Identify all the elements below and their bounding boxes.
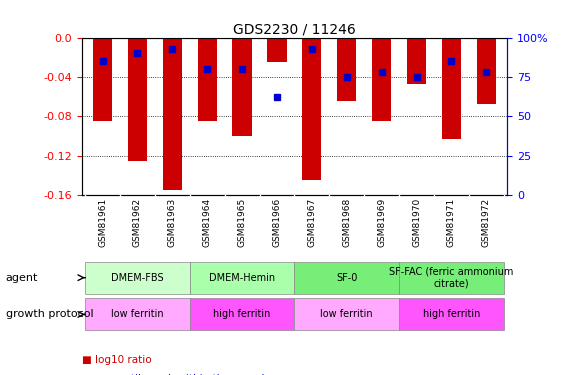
Bar (198, 38, 217, 121)
Text: low ferritin: low ferritin (321, 309, 373, 320)
Text: GSM81964: GSM81964 (203, 198, 212, 248)
Text: ■ percentile rank within the sample: ■ percentile rank within the sample (82, 374, 271, 375)
Text: GSM81966: GSM81966 (272, 198, 282, 248)
Text: ■ log10 ratio: ■ log10 ratio (82, 355, 151, 365)
Bar (337, 38, 356, 102)
Text: GSM81962: GSM81962 (133, 198, 142, 248)
Text: DMEM-FBS: DMEM-FBS (111, 273, 164, 283)
FancyBboxPatch shape (399, 262, 504, 294)
Bar (302, 38, 321, 180)
FancyBboxPatch shape (189, 298, 294, 330)
Text: high ferritin: high ferritin (213, 309, 271, 320)
Bar (442, 38, 461, 139)
Text: GSM81967: GSM81967 (307, 198, 317, 248)
FancyBboxPatch shape (189, 262, 294, 294)
Text: DMEM-Hemin: DMEM-Hemin (209, 273, 275, 283)
FancyBboxPatch shape (85, 262, 189, 294)
Text: agent: agent (6, 273, 38, 283)
Text: GSM81970: GSM81970 (412, 198, 421, 248)
Bar (163, 38, 182, 190)
FancyBboxPatch shape (294, 298, 399, 330)
Text: GSM81971: GSM81971 (447, 198, 456, 248)
Text: SF-0: SF-0 (336, 273, 357, 283)
Text: growth protocol: growth protocol (6, 309, 93, 320)
Text: low ferritin: low ferritin (111, 309, 164, 320)
FancyBboxPatch shape (85, 298, 189, 330)
Bar (128, 38, 147, 160)
Bar (477, 38, 496, 105)
Bar (233, 38, 252, 136)
FancyBboxPatch shape (294, 262, 399, 294)
Bar (407, 38, 426, 84)
Bar (372, 38, 391, 121)
Title: GDS2230 / 11246: GDS2230 / 11246 (233, 22, 356, 36)
Text: SF-FAC (ferric ammonium
citrate): SF-FAC (ferric ammonium citrate) (389, 267, 514, 288)
FancyBboxPatch shape (399, 298, 504, 330)
Text: GSM81972: GSM81972 (482, 198, 491, 248)
Text: GSM81965: GSM81965 (238, 198, 247, 248)
Text: high ferritin: high ferritin (423, 309, 480, 320)
Text: GSM81968: GSM81968 (342, 198, 351, 248)
Text: GSM81961: GSM81961 (98, 198, 107, 248)
Bar (268, 38, 287, 62)
Text: GSM81963: GSM81963 (168, 198, 177, 248)
Bar (93, 38, 112, 121)
Text: GSM81969: GSM81969 (377, 198, 386, 248)
